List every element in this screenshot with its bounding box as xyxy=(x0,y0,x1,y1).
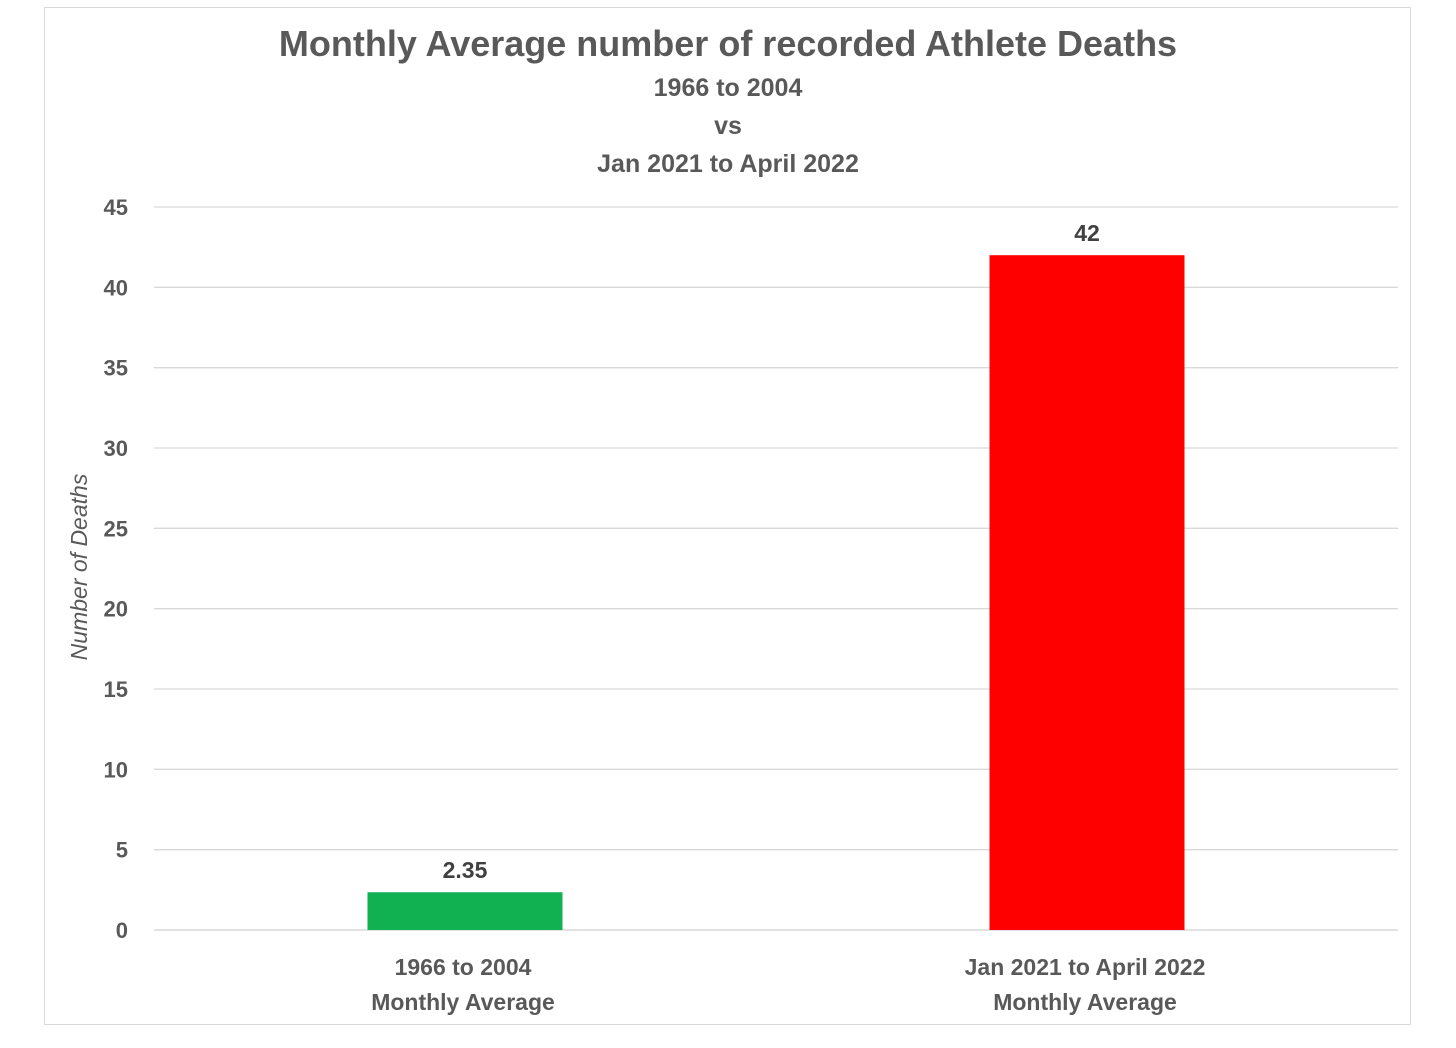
x-category-label: 1966 to 2004 xyxy=(395,954,532,980)
y-tick-label: 40 xyxy=(104,275,128,300)
gridlines xyxy=(154,206,1398,931)
y-tick-label: 25 xyxy=(104,516,128,541)
bar-value-label: 2.35 xyxy=(443,857,488,883)
y-tick-label: 10 xyxy=(104,757,128,782)
y-tick-label: 20 xyxy=(104,597,128,622)
y-tick-label: 5 xyxy=(116,838,128,863)
y-tick-label: 35 xyxy=(104,356,128,381)
x-axis-categories: 1966 to 2004 Monthly Average Jan 2021 to A… xyxy=(371,954,1205,1015)
x-category-label: Monthly Average xyxy=(371,989,555,1015)
x-category-label: Jan 2021 to April 2022 xyxy=(965,954,1206,980)
y-tick-label: 45 xyxy=(104,195,128,220)
data-labels: 2.35 42 xyxy=(443,220,1100,883)
chart-subtitle-line-2: vs xyxy=(714,112,742,140)
y-tick-label: 30 xyxy=(104,436,128,461)
bars xyxy=(367,255,1185,930)
x-category-label: Monthly Average xyxy=(993,989,1177,1015)
bar xyxy=(367,892,563,930)
y-axis-title: Number of Deaths xyxy=(66,473,92,660)
chart-title: Monthly Average number of recorded Athle… xyxy=(279,23,1177,64)
y-tick-label: 0 xyxy=(116,918,128,943)
y-tick-label: 15 xyxy=(104,677,128,702)
bar xyxy=(989,255,1185,930)
chart-subtitle-line-3: Jan 2021 to April 2022 xyxy=(597,150,859,178)
bar-value-label: 42 xyxy=(1074,220,1100,246)
chart-subtitle-line-1: 1966 to 2004 xyxy=(654,74,803,102)
y-axis-ticks: 0 5 10 15 20 25 30 35 40 45 xyxy=(104,195,128,943)
